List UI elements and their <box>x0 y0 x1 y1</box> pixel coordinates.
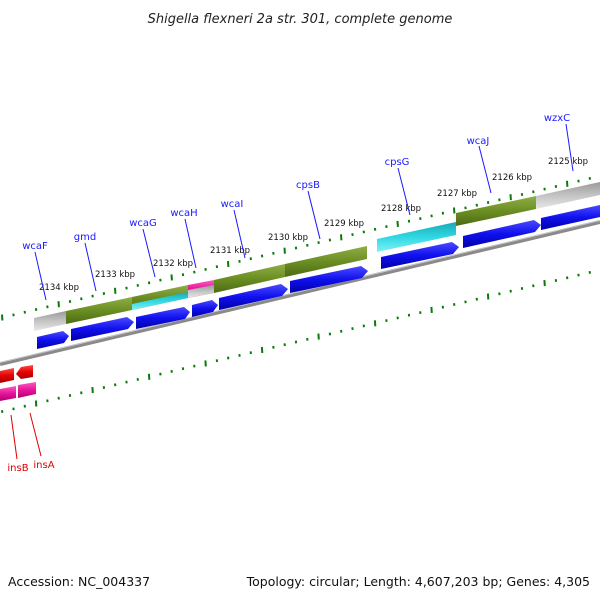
accession-text: Accession: NC_004337 <box>8 574 150 589</box>
gene-label-cpsG[interactable]: cpsG <box>385 157 410 168</box>
feature-olive-block[interactable] <box>66 297 132 324</box>
gene-label-gmd[interactable]: gmd <box>74 232 96 243</box>
kbp-label-2126: 2126 kbp <box>492 173 532 183</box>
cds-arrow[interactable] <box>71 317 134 341</box>
gene-label-insA[interactable]: insA <box>33 460 54 471</box>
leader-insB <box>10 414 18 460</box>
kbp-tick-row-inner <box>1 270 591 413</box>
feature-blocks <box>34 182 600 331</box>
kbp-label-2128: 2128 kbp <box>381 204 421 214</box>
gene-label-wcaJ[interactable]: wcaJ <box>467 136 490 147</box>
feature-cyan-block[interactable] <box>132 292 188 310</box>
genome-info-text: Topology: circular; Length: 4,607,203 bp… <box>246 574 590 589</box>
insB-feature-lower[interactable] <box>0 386 16 401</box>
kbp-labels: 2134 kbp 2133 kbp 2132 kbp 2131 kbp 2130… <box>39 157 588 293</box>
gene-label-wcaI[interactable]: wcaI <box>221 199 244 210</box>
gene-label-wcaG[interactable]: wcaG <box>129 218 157 229</box>
feature-olive-block[interactable] <box>214 264 285 293</box>
gene-label-wcaF[interactable]: wcaF <box>22 241 48 252</box>
insA-feature[interactable] <box>16 365 33 379</box>
cds-arrow[interactable] <box>541 205 600 230</box>
kbp-tick-row-outer <box>1 176 591 321</box>
kbp-label-2130: 2130 kbp <box>268 233 308 243</box>
kbp-label-2125: 2125 kbp <box>548 157 588 167</box>
feature-gray-block[interactable] <box>536 182 600 209</box>
leader-wcaI <box>233 209 246 259</box>
feature-cyan-block[interactable] <box>377 222 456 252</box>
cds-arrows <box>37 205 600 349</box>
feature-gray-block[interactable] <box>188 285 214 298</box>
genome-backbone-highlight <box>0 220 600 363</box>
cds-arrow[interactable] <box>290 266 368 293</box>
gene-label-insB[interactable]: insB <box>7 463 28 474</box>
leader-cpsG <box>397 167 411 216</box>
gene-label-wzxC[interactable]: wzxC <box>544 113 570 124</box>
leader-wcaH <box>184 218 197 269</box>
leader-wcaG <box>142 228 156 278</box>
kbp-label-2134: 2134 kbp <box>39 283 79 293</box>
leader-wcaJ <box>478 145 492 194</box>
lower-strand-features <box>0 365 36 401</box>
leader-insA <box>29 412 42 457</box>
insA-feature-lower[interactable] <box>18 382 36 398</box>
kbp-label-2129: 2129 kbp <box>324 219 364 229</box>
feature-gray-block[interactable] <box>34 311 66 331</box>
insB-feature[interactable] <box>0 368 14 383</box>
gene-leader-lines <box>10 123 574 460</box>
genome-backbone <box>0 220 600 366</box>
cds-arrow[interactable] <box>463 220 541 248</box>
feature-olive-block[interactable] <box>456 196 536 226</box>
map-title: Shigella flexneri 2a str. 301, complete … <box>148 12 453 27</box>
leader-wcaF <box>34 251 47 301</box>
gene-labels: wzxC wcaJ cpsG cpsB wcaI wcaH wcaG gmd w… <box>7 113 570 474</box>
gene-label-wcaH[interactable]: wcaH <box>170 208 197 219</box>
kbp-label-2132: 2132 kbp <box>153 259 193 269</box>
kbp-label-2133: 2133 kbp <box>95 270 135 280</box>
feature-olive-block[interactable] <box>285 246 367 277</box>
leader-cpsB <box>307 190 321 240</box>
cds-arrow[interactable] <box>381 242 459 269</box>
cds-arrow[interactable] <box>136 307 190 329</box>
kbp-label-2127: 2127 kbp <box>437 189 477 199</box>
leader-wzxC <box>565 123 574 172</box>
cds-arrow[interactable] <box>219 284 288 310</box>
cds-arrow[interactable] <box>192 300 218 317</box>
leader-gmd <box>84 242 97 292</box>
cds-arrow[interactable] <box>37 331 69 349</box>
gene-label-cpsB[interactable]: cpsB <box>296 180 320 191</box>
kbp-label-2131: 2131 kbp <box>210 246 250 256</box>
